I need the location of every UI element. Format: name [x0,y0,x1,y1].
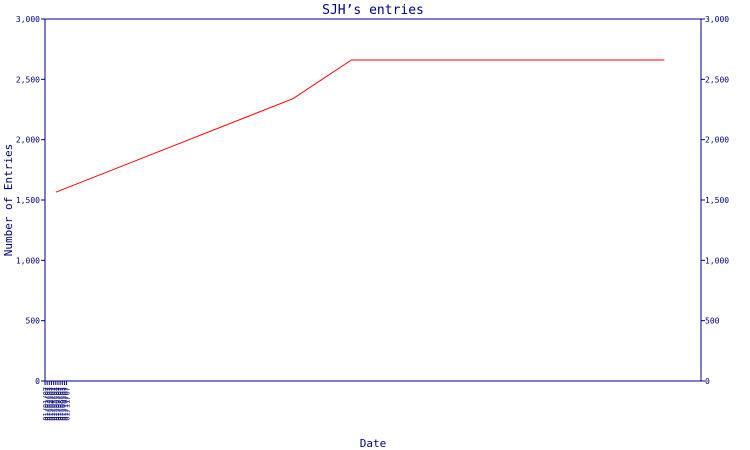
x-tick-label: 01/05/07 [51,387,59,421]
chart-title: SJH’s entries [322,3,424,18]
y-axis-label: Number of Entries [2,144,15,257]
x-tick-label: 01/01/07 [42,387,50,421]
y-tick-label-right: 3,000 [705,15,729,24]
y-tick-label-right: 1,000 [705,256,729,265]
series-layer [55,59,665,193]
plot-frame [44,18,702,382]
x-tick-label: 01/10/07 [61,387,69,421]
x-tick-label: 01/03/07 [46,387,54,421]
x-tick-label: 01/07/07 [55,387,63,421]
x-tick-label: 01/08/07 [57,387,65,421]
series-line [55,59,665,193]
y-tick-label-left: 2,000 [16,136,40,145]
y-tick-label-right: 2,500 [705,75,729,84]
x-tick-label: 01/04/07 [48,387,56,421]
x-tick-label: 01/02/07 [44,387,52,421]
y-tick-label-left: 3,000 [16,15,40,24]
x-axis-label: Date [360,437,387,450]
y-tick-label-left: 500 [26,317,41,326]
y-axis-right: 0 500 1,000 1,500 2,000 2,500 3,000 [701,15,729,386]
x-axis: 01/01/0701/02/0701/03/0701/04/0701/05/07… [42,381,72,421]
x-tick-label: 01/09/07 [59,387,67,421]
y-tick-label-left: 0 [35,377,40,386]
x-tick-label: 01/11/07 [64,387,72,421]
y-tick-label-left: 2,500 [16,75,40,84]
y-tick-label-right: 500 [705,317,720,326]
x-tick-label: 01/06/07 [53,387,61,421]
y-tick-label-left: 1,000 [16,256,40,265]
y-tick-label-right: 0 [705,377,710,386]
y-tick-label-right: 1,500 [705,196,729,205]
y-axis-left: 0 500 1,000 1,500 2,000 2,500 3,000 [16,15,45,386]
y-tick-label-right: 2,000 [705,136,729,145]
y-tick-label-left: 1,500 [16,196,40,205]
